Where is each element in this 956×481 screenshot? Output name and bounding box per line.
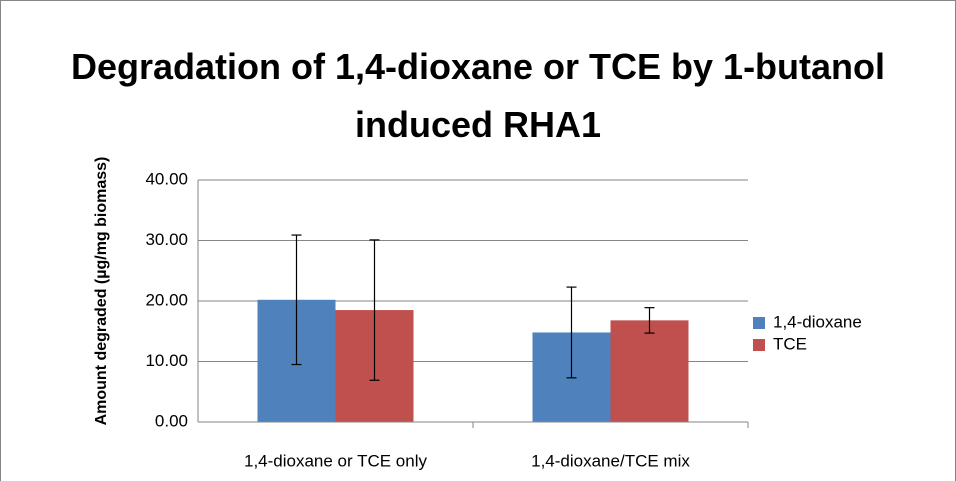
y-tick-label: 0.00: [155, 411, 188, 430]
y-tick-label: 40.00: [145, 169, 188, 188]
bar: [610, 320, 689, 422]
x-tick-label: 1,4-dioxane/TCE mix: [531, 451, 690, 470]
chart-title: Degradation of 1,4-dioxane or TCE by 1-b…: [70, 46, 886, 145]
y-tick-label: 10.00: [145, 351, 188, 370]
error-bar: [291, 234, 302, 366]
x-tick-label: 1,4-dioxane or TCE only: [244, 451, 428, 470]
legend-swatch: [753, 339, 765, 351]
y-axis-label: Amount degraded (µg/mg biomass): [93, 156, 110, 426]
y-tick-label: 30.00: [145, 230, 188, 249]
legend-swatch: [753, 317, 765, 329]
legend-label: 1,4-dioxane: [773, 312, 862, 331]
error-bar: [369, 239, 380, 381]
error-bar: [644, 307, 655, 334]
y-tick-label: 20.00: [145, 290, 188, 309]
error-bar: [566, 286, 577, 379]
legend-label: TCE: [773, 334, 807, 353]
